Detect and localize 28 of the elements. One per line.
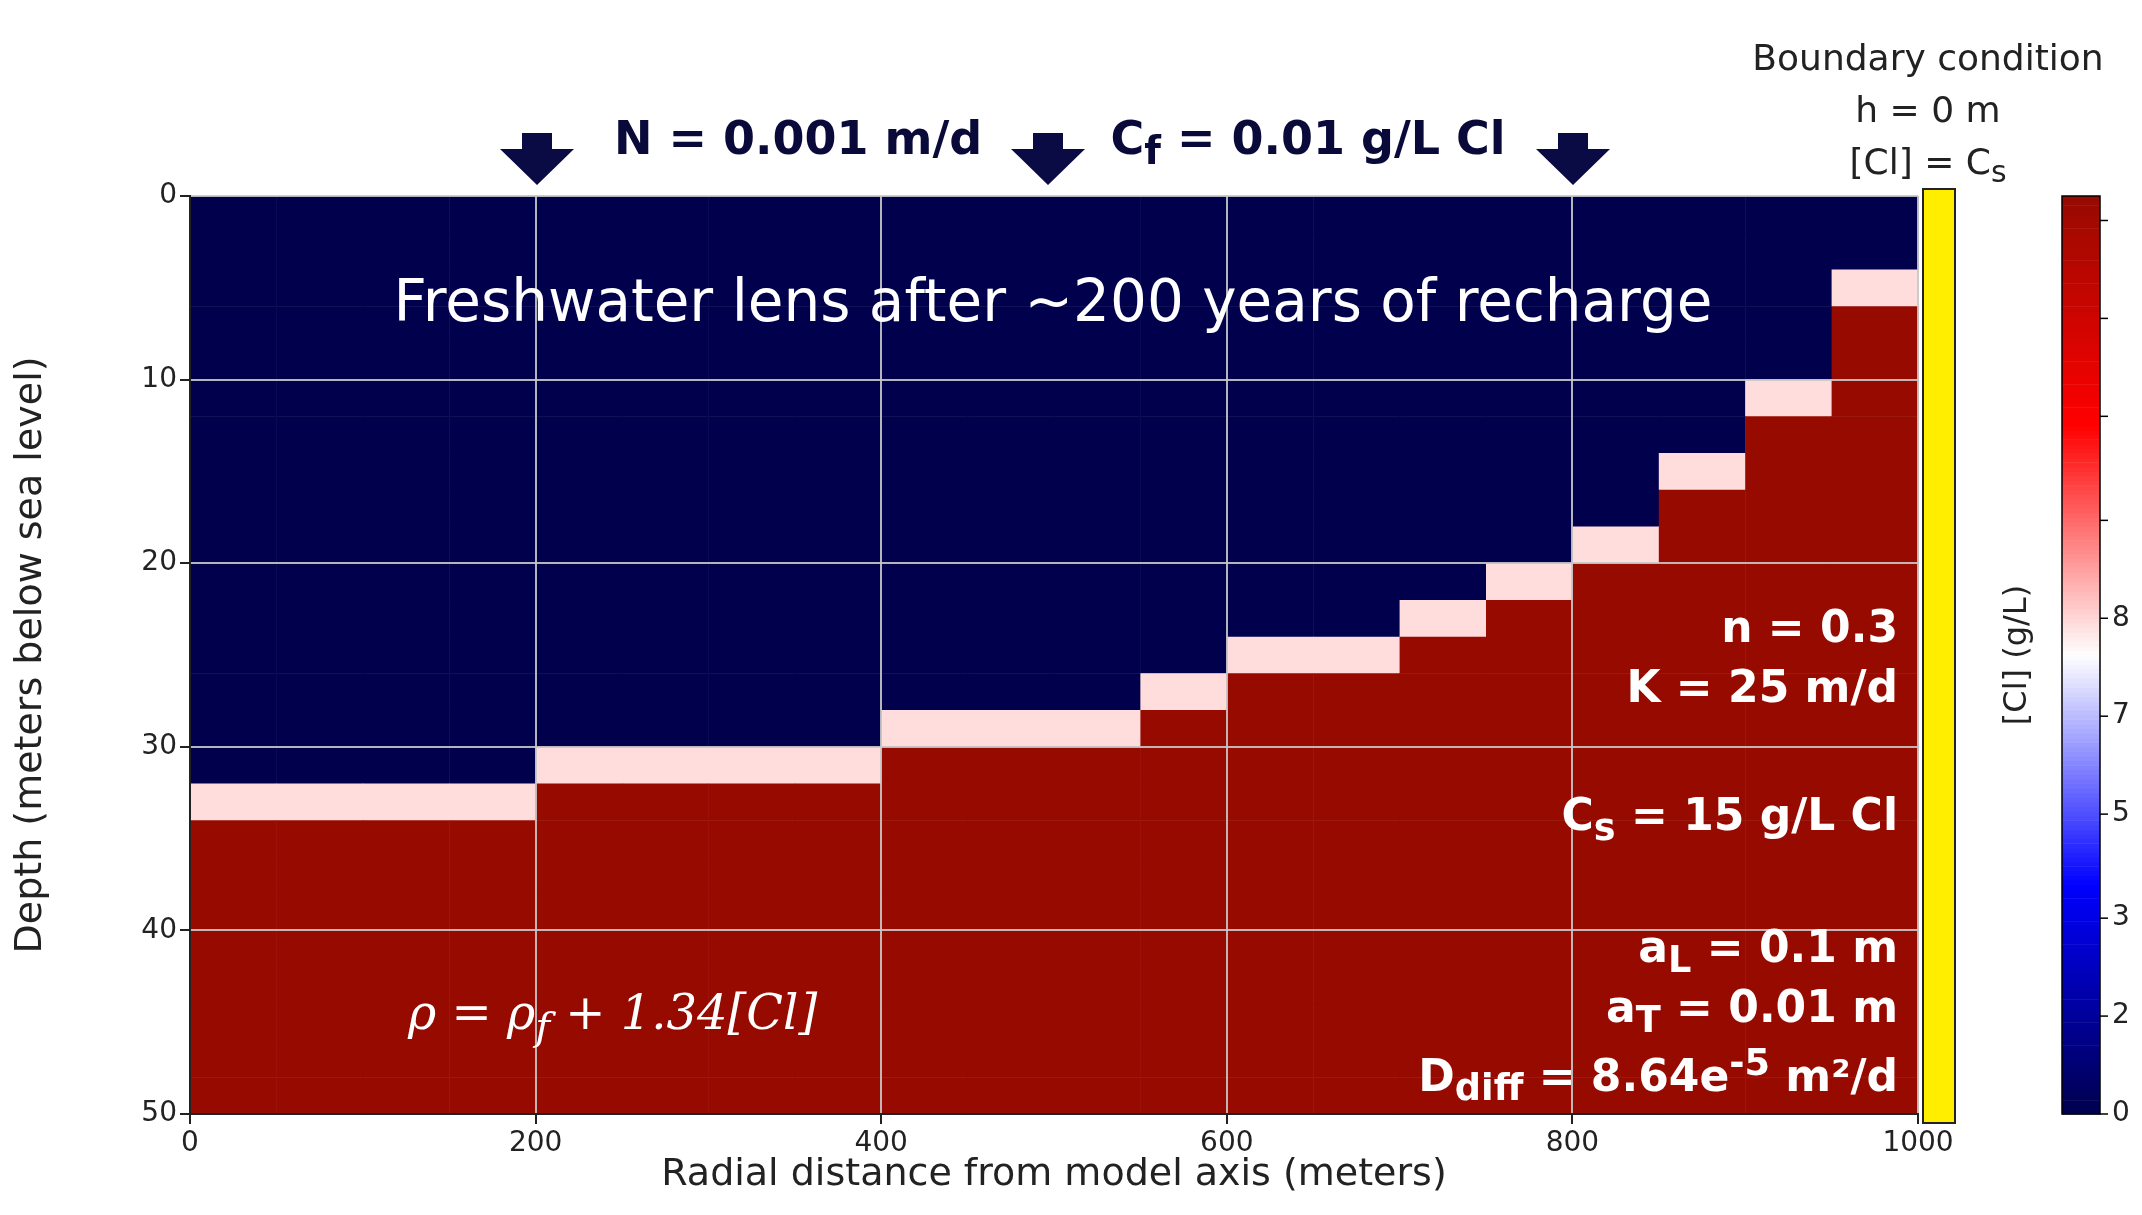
y-tick-label: 20 xyxy=(141,544,177,578)
text: C$_{f}$ = 0.01 g/L Cl xyxy=(1109,111,1507,174)
color-bar-label: 0 xyxy=(2112,1095,2130,1129)
color-bar-title: [Cl] (g/L) xyxy=(1996,584,2035,726)
text: [Cl] = C$_{s}$ xyxy=(1848,141,2008,190)
text: N = 0.001 m/d xyxy=(612,111,984,165)
y-tick-label: 50 xyxy=(141,1095,177,1129)
y-tick-label: 40 xyxy=(141,911,177,945)
text: Boundary condition xyxy=(1751,37,2105,78)
color-bar-label: 5 xyxy=(2112,795,2130,829)
x-tick-label: 800 xyxy=(1545,1125,1600,1159)
color-bar-label: 3 xyxy=(2112,899,2130,933)
x-tick-label: 200 xyxy=(508,1125,563,1159)
text: h = 0 m xyxy=(1854,89,2002,130)
annotation: K = 25 m/d xyxy=(1625,661,1898,712)
annotation: n = 0.3 xyxy=(1720,601,1898,652)
y-tick-label: 30 xyxy=(141,728,177,762)
y-axis-title: Depth (meters below sea level) xyxy=(5,356,50,954)
color-bar-label: 7 xyxy=(2112,697,2130,731)
annotation: D$_{diff}$ = 8.64e$^{-5}$ m²/d xyxy=(1417,1041,1898,1110)
x-tick-label: 0 xyxy=(181,1125,199,1159)
annotation: a$_{T}$ = 0.01 m xyxy=(1605,981,1898,1041)
annotation: a$_{L}$ = 0.1 m xyxy=(1637,921,1898,981)
y-tick-label: 10 xyxy=(141,360,177,394)
color-bar-label: 8 xyxy=(2112,599,2130,633)
y-tick-label: 0 xyxy=(159,177,177,211)
x-tick-label: 1000 xyxy=(1882,1125,1954,1159)
color-bar-label: 2 xyxy=(2112,997,2130,1031)
